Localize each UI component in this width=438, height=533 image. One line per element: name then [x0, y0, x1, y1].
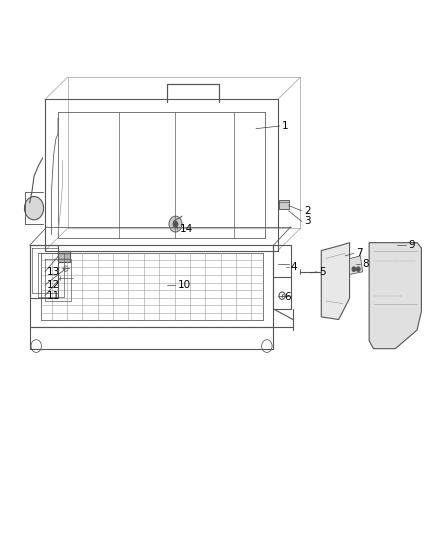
Text: 9: 9: [408, 240, 415, 251]
Bar: [279, 200, 289, 209]
Text: 7: 7: [356, 248, 363, 259]
Text: 11: 11: [47, 290, 60, 301]
Bar: [58, 251, 70, 262]
Text: 6: 6: [284, 292, 291, 302]
Text: 14: 14: [180, 224, 193, 235]
Polygon shape: [321, 243, 350, 319]
Polygon shape: [369, 243, 421, 349]
Text: 12: 12: [47, 280, 60, 290]
Text: 4: 4: [291, 262, 297, 271]
Circle shape: [173, 221, 178, 227]
Text: 10: 10: [178, 280, 191, 290]
Text: 5: 5: [319, 267, 326, 277]
Text: 2: 2: [304, 206, 311, 216]
Text: 3: 3: [304, 216, 311, 227]
Circle shape: [25, 197, 44, 220]
Circle shape: [169, 216, 182, 232]
Circle shape: [357, 267, 360, 271]
Text: 1: 1: [282, 121, 289, 131]
Text: 8: 8: [363, 259, 369, 269]
Polygon shape: [350, 256, 363, 274]
Circle shape: [352, 267, 356, 271]
Text: 13: 13: [47, 267, 60, 277]
